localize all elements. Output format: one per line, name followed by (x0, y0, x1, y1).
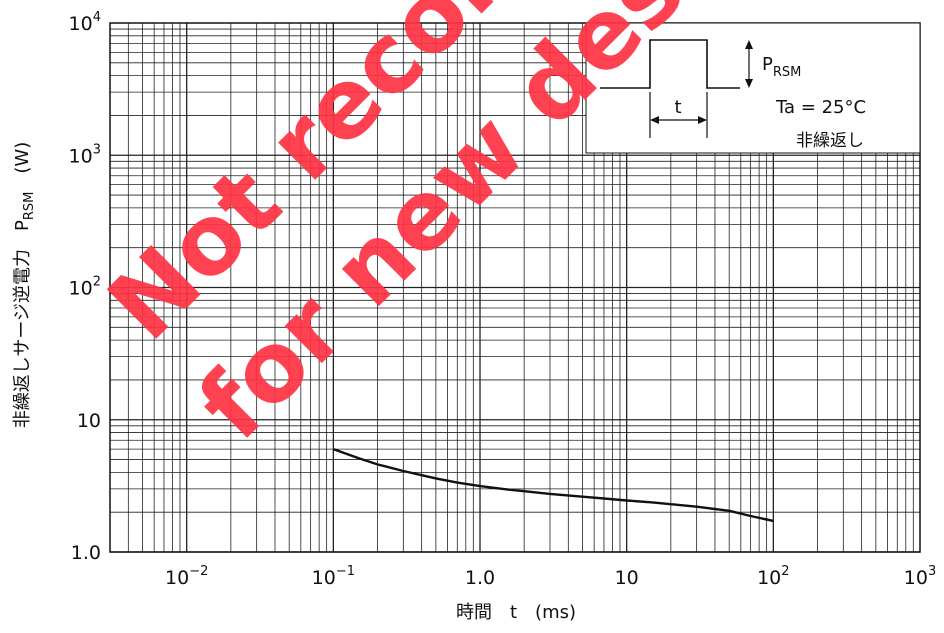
y-tick-label: 104 (69, 10, 101, 35)
x-axis-title: 時間 t (ms) (456, 602, 576, 623)
x-tick-exponent: 3 (928, 564, 936, 579)
x-tick-label: 1.0 (465, 567, 495, 589)
pulse-width-label: t (674, 97, 681, 118)
grid-lines (109, 23, 920, 553)
plot-frame (109, 22, 921, 553)
y-tick-exponent: 2 (93, 275, 101, 290)
x-tick-base: 10 (904, 567, 928, 589)
condition-label: Ta = 25°C (775, 97, 866, 118)
y-tick-label: 102 (69, 275, 101, 300)
y-tick-base: 10 (77, 410, 101, 432)
y-tick-base: 1.0 (71, 542, 101, 564)
y-tick-label: 1.0 (71, 542, 101, 564)
x-tick-label: 10−2 (165, 564, 208, 589)
x-tick-exponent: 2 (781, 564, 789, 579)
series-layer (332, 447, 774, 523)
non-repetitive-note: 非繰返し (796, 131, 864, 151)
x-tick-base: 10 (312, 567, 336, 589)
pulse-height-arrowhead-bottom (745, 79, 753, 88)
y-tick-base: 10 (69, 278, 93, 300)
y-axis-title-sub: RSM (22, 192, 37, 221)
y-tick-label: 10 (77, 410, 101, 432)
pulse-symbol-sub: RSM (773, 65, 802, 80)
pulse-waveform (600, 39, 740, 89)
x-tick-label: 103 (904, 564, 936, 589)
pulse-height-label: PRSM (762, 54, 801, 80)
inset-panel: t PRSM Ta = 25°C 非繰返し (585, 22, 921, 154)
x-tick-label: 10−1 (312, 564, 355, 589)
x-tick-base: 1.0 (465, 567, 495, 589)
x-tick-base: 10 (165, 567, 189, 589)
x-tick-exponent: −2 (189, 564, 208, 579)
y-tick-base: 10 (69, 145, 93, 167)
y-tick-exponent: 3 (93, 142, 101, 157)
y-tick-exponent: 4 (93, 10, 101, 25)
pulse-symbol: P (762, 54, 773, 75)
y-tick-base: 10 (69, 13, 93, 35)
y-axis-title-unit: (W) (12, 142, 33, 192)
y-axis-title: 非繰返しサージ逆電力 PRSM (W) (12, 142, 37, 429)
x-tick-label: 102 (757, 564, 789, 589)
x-tick-base: 10 (615, 567, 639, 589)
series-line (332, 447, 774, 523)
y-tick-label: 103 (69, 142, 101, 167)
pulse-width-arrowhead-right (698, 116, 707, 124)
x-tick-base: 10 (757, 567, 781, 589)
pulse-height-arrowhead-top (745, 40, 753, 49)
x-tick-exponent: −1 (336, 564, 355, 579)
x-tick-label: 10 (615, 567, 639, 589)
pulse-width-arrowhead-left (650, 116, 659, 124)
y-axis-title-main: 非繰返しサージ逆電力 P (12, 220, 33, 428)
